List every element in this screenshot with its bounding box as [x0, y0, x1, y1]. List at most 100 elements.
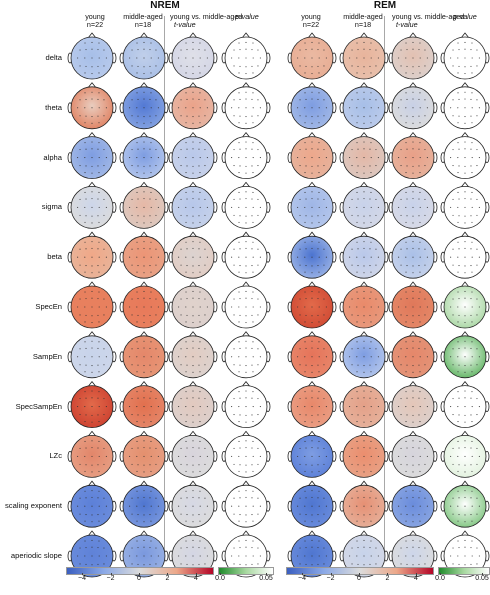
head-map-nrem-middle-lzc [119, 430, 169, 478]
colorbar-tick-nrem-1-mark [110, 573, 112, 575]
head-map-nrem-pval-lzc [221, 430, 271, 478]
head-map-nrem-tval-specsampen [168, 380, 218, 429]
pvalue-tick-rem-0: 0.0 [435, 575, 445, 582]
head-map-nrem-tval-specen [168, 281, 218, 329]
colorbar-tick-rem-3-mark [387, 573, 389, 575]
head-map-nrem-young-delta [67, 32, 117, 80]
head-map-rem-tval-sigma [388, 181, 438, 229]
colorbar-tick-nrem-3-mark [167, 573, 169, 575]
row-label-specsampen: SpecSampEn [15, 401, 62, 411]
head-map-nrem-tval-aperiodic-slope [168, 530, 218, 578]
head-map-rem-young-beta [287, 231, 337, 279]
head-map-nrem-pval-specsampen [221, 380, 271, 429]
head-map-nrem-tval-sampen [168, 331, 218, 379]
head-map-nrem-young-theta [67, 82, 117, 130]
head-map-nrem-pval-aperiodic-slope [221, 530, 271, 578]
col-header-nrem-young: young n=22 [85, 12, 105, 29]
pvalue-tick-rem-1-mark [482, 573, 483, 575]
colorbar-tick-nrem-4-mark [195, 573, 197, 575]
colorbar-tick-rem-4-mark [415, 573, 417, 575]
head-map-rem-middle-lzc [339, 430, 389, 478]
colorbar-tick-rem-4: 4 [413, 575, 418, 582]
col-header-rem-middle: middle-aged n=18 [343, 12, 383, 29]
head-map-nrem-young-lzc [67, 430, 117, 478]
head-map-nrem-tval-scaling-exponent [168, 480, 218, 528]
head-map-nrem-middle-sampen [119, 331, 169, 379]
head-map-nrem-young-alpha [67, 131, 117, 180]
head-map-nrem-middle-delta [119, 32, 169, 80]
head-map-nrem-tval-beta [168, 231, 218, 279]
row-label-sigma: sigma [41, 202, 62, 212]
colorbar-tick-nrem-0: −4 [78, 575, 87, 582]
colorbar-tick-nrem-2: 0 [137, 575, 141, 582]
colorbar-tick-nrem-3: 2 [165, 575, 170, 582]
head-map-rem-tval-theta [388, 82, 438, 130]
colorbar-pvalue-nrem [218, 567, 274, 575]
head-map-nrem-tval-sigma [168, 181, 218, 229]
head-map-rem-young-delta [287, 32, 337, 80]
colorbar-tick-rem-2-mark [359, 573, 360, 575]
head-map-rem-pval-specen [440, 281, 490, 329]
head-map-nrem-middle-alpha [119, 131, 169, 180]
pvalue-tick-nrem-0: 0.0 [215, 575, 225, 582]
separator-nrem [164, 16, 165, 556]
head-map-nrem-middle-beta [119, 231, 169, 279]
head-map-rem-young-aperiodic-slope [287, 530, 337, 578]
head-map-nrem-pval-theta [221, 82, 271, 130]
head-map-rem-tval-specsampen [388, 380, 438, 429]
head-map-rem-pval-theta [440, 82, 490, 130]
head-map-nrem-pval-scaling-exponent [221, 480, 271, 528]
head-map-rem-middle-sampen [339, 331, 389, 379]
head-map-nrem-tval-delta [168, 32, 218, 80]
head-map-nrem-young-aperiodic-slope [67, 530, 117, 578]
head-map-rem-young-sigma [287, 181, 337, 229]
head-map-nrem-middle-specsampen [119, 380, 169, 429]
head-map-rem-pval-alpha [440, 131, 490, 180]
col-header-nrem-middle: middle-aged n=18 [123, 12, 163, 29]
col-header-rem-pvalue: p-value [453, 12, 477, 21]
colorbar-tick-nrem-4: 4 [193, 575, 198, 582]
head-map-nrem-pval-alpha [221, 131, 271, 180]
row-label-lzc: LZc [49, 451, 62, 461]
head-map-rem-tval-scaling-exponent [388, 480, 438, 528]
row-label-delta: delta [45, 53, 62, 62]
head-map-rem-pval-aperiodic-slope [440, 530, 490, 578]
head-map-nrem-pval-specen [221, 281, 271, 329]
col-header-rem-young: young n=22 [301, 12, 321, 29]
colorbar-tick-rem-1: −2 [326, 575, 335, 582]
head-map-rem-young-alpha [287, 131, 337, 180]
head-map-rem-pval-sampen [440, 331, 490, 379]
pvalue-tick-rem-0-mark [440, 573, 441, 575]
head-map-rem-middle-sigma [339, 181, 389, 229]
head-map-rem-middle-scaling-exponent [339, 480, 389, 528]
head-map-rem-pval-beta [440, 231, 490, 279]
colorbar-tick-rem-0-mark [302, 573, 303, 575]
colorbar-tick-nrem-0-mark [82, 573, 83, 575]
head-map-rem-tval-alpha [388, 131, 438, 180]
pvalue-tick-nrem-0-mark [220, 573, 221, 575]
head-map-rem-young-sampen [287, 331, 337, 379]
head-map-nrem-young-specen [67, 281, 117, 329]
head-map-rem-middle-alpha [339, 131, 389, 180]
colorbar-tick-nrem-2-mark [139, 573, 140, 575]
colorbar-tick-rem-1-mark [330, 573, 332, 575]
head-map-nrem-young-sampen [67, 331, 117, 379]
head-map-rem-young-specen [287, 281, 337, 329]
head-map-rem-middle-theta [339, 82, 389, 130]
colorbar-diverging-nrem [66, 567, 214, 575]
row-label-specen: SpecEn [35, 302, 62, 311]
head-map-rem-young-theta [287, 82, 337, 130]
head-map-nrem-tval-theta [168, 82, 218, 130]
colorbar-tick-rem-2: 0 [357, 575, 361, 582]
head-map-nrem-middle-aperiodic-slope [119, 530, 169, 578]
head-map-nrem-middle-theta [119, 82, 169, 130]
head-map-rem-young-lzc [287, 430, 337, 478]
head-map-nrem-young-specsampen [67, 380, 117, 429]
head-map-nrem-tval-lzc [168, 430, 218, 478]
col-header-rem-tvalue: young vs. middle-aged t-value [392, 12, 465, 29]
head-map-nrem-pval-sampen [221, 331, 271, 379]
head-map-rem-middle-beta [339, 231, 389, 279]
col-header-nrem-pvalue: p-value [235, 12, 259, 21]
